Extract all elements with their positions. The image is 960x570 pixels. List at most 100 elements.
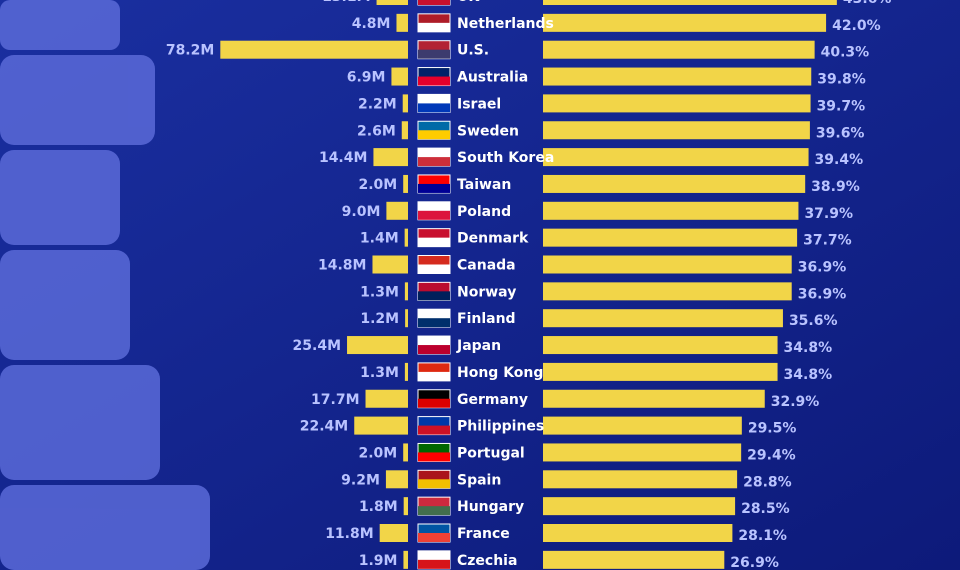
- country-label: UK: [457, 0, 480, 5]
- left-bar: [379, 524, 408, 542]
- country-label: U.S.: [457, 43, 489, 59]
- flag: [418, 76, 450, 86]
- flag: [418, 318, 450, 328]
- right-value-label: 39.8%: [817, 72, 866, 88]
- right-value-label: 36.9%: [798, 260, 847, 276]
- right-value-label: 29.5%: [748, 421, 797, 437]
- left-value-label: 1.8M: [359, 499, 398, 515]
- right-value-label: 43.6%: [843, 0, 892, 7]
- left-bar: [405, 309, 408, 328]
- right-value-label: 39.4%: [815, 152, 864, 168]
- right-value-label: 37.7%: [803, 233, 852, 249]
- left-value-label: 1.9M: [359, 553, 398, 569]
- left-value-label: 22.4M: [300, 419, 348, 435]
- right-value-label: 36.9%: [798, 286, 847, 302]
- right-value-label: 26.9%: [730, 555, 779, 570]
- flag: [418, 49, 450, 59]
- right-bar: [543, 550, 725, 569]
- left-bar: [373, 148, 408, 167]
- left-bar: [403, 497, 408, 516]
- right-value-label: 42.0%: [832, 18, 881, 34]
- right-bar: [543, 524, 733, 542]
- right-bar: [543, 228, 798, 247]
- books-decoration: [0, 0, 210, 570]
- left-bar: [401, 121, 408, 140]
- flag: [418, 291, 450, 301]
- left-value-label: 13.1M: [322, 0, 370, 5]
- flag: [418, 345, 450, 355]
- flag: [418, 559, 450, 569]
- right-value-label: 34.8%: [784, 340, 833, 356]
- right-value-label: 39.7%: [817, 98, 866, 114]
- flag: [418, 264, 450, 274]
- left-bar: [365, 389, 408, 408]
- right-bar: [543, 0, 837, 5]
- country-label: France: [457, 526, 510, 542]
- left-value-label: 2.6M: [357, 123, 396, 139]
- left-bar: [354, 416, 408, 435]
- right-bar: [543, 282, 792, 301]
- flag: [418, 0, 450, 5]
- flag: [418, 479, 450, 489]
- right-value-label: 38.9%: [811, 179, 860, 195]
- right-value-label: 34.8%: [784, 367, 833, 383]
- left-value-label: 6.9M: [347, 70, 386, 86]
- left-value-label: 17.7M: [311, 392, 359, 408]
- right-value-label: 28.8%: [743, 474, 792, 490]
- flag: [418, 452, 450, 462]
- flag: [418, 183, 450, 193]
- country-label: Israel: [457, 96, 501, 112]
- flag: [418, 210, 450, 220]
- right-value-label: 29.4%: [747, 447, 796, 463]
- flag: [418, 371, 450, 381]
- left-value-label: 78.2M: [166, 43, 214, 59]
- left-value-label: 2.0M: [358, 177, 397, 193]
- country-label: Hungary: [457, 499, 524, 515]
- left-bar: [404, 228, 408, 247]
- country-label: South Korea: [457, 150, 554, 166]
- left-value-label: 14.8M: [318, 258, 366, 274]
- flag: [418, 130, 450, 140]
- country-label: Norway: [457, 284, 516, 300]
- country-label: Denmark: [457, 231, 529, 247]
- country-label: Taiwan: [457, 177, 511, 193]
- left-value-label: 2.2M: [358, 96, 397, 112]
- country-label: Spain: [457, 472, 501, 488]
- right-bar: [543, 148, 809, 167]
- right-bar: [543, 416, 742, 435]
- left-value-label: 1.4M: [360, 231, 399, 247]
- country-label: Portugal: [457, 445, 525, 461]
- left-bar: [403, 174, 408, 193]
- left-bar: [403, 443, 408, 462]
- country-label: Czechia: [457, 553, 517, 569]
- right-bar: [543, 497, 736, 516]
- country-label: Philippines: [457, 419, 544, 435]
- right-value-label: 28.1%: [738, 528, 787, 544]
- left-value-label: 1.3M: [360, 365, 399, 381]
- left-bar: [385, 470, 408, 489]
- right-value-label: 37.9%: [804, 206, 853, 222]
- country-label: Netherlands: [457, 16, 554, 32]
- flag: [418, 22, 450, 32]
- country-label: Germany: [457, 392, 528, 408]
- right-bar: [543, 255, 792, 274]
- left-value-label: 1.3M: [360, 284, 399, 300]
- right-value-label: 40.3%: [821, 45, 870, 61]
- left-value-label: 9.0M: [342, 204, 381, 220]
- left-bar: [402, 94, 408, 113]
- right-value-label: 28.5%: [741, 501, 790, 517]
- left-bar: [404, 282, 408, 301]
- flag: [418, 398, 450, 408]
- right-bar: [543, 121, 810, 140]
- flag: [418, 237, 450, 247]
- left-value-label: 11.8M: [325, 526, 373, 542]
- flag: [418, 157, 450, 167]
- right-value-label: 39.6%: [816, 125, 865, 141]
- right-bar: [543, 443, 742, 462]
- left-bar: [347, 336, 408, 355]
- right-value-label: 32.9%: [771, 394, 820, 410]
- country-label: Poland: [457, 204, 511, 220]
- flag: [418, 506, 450, 516]
